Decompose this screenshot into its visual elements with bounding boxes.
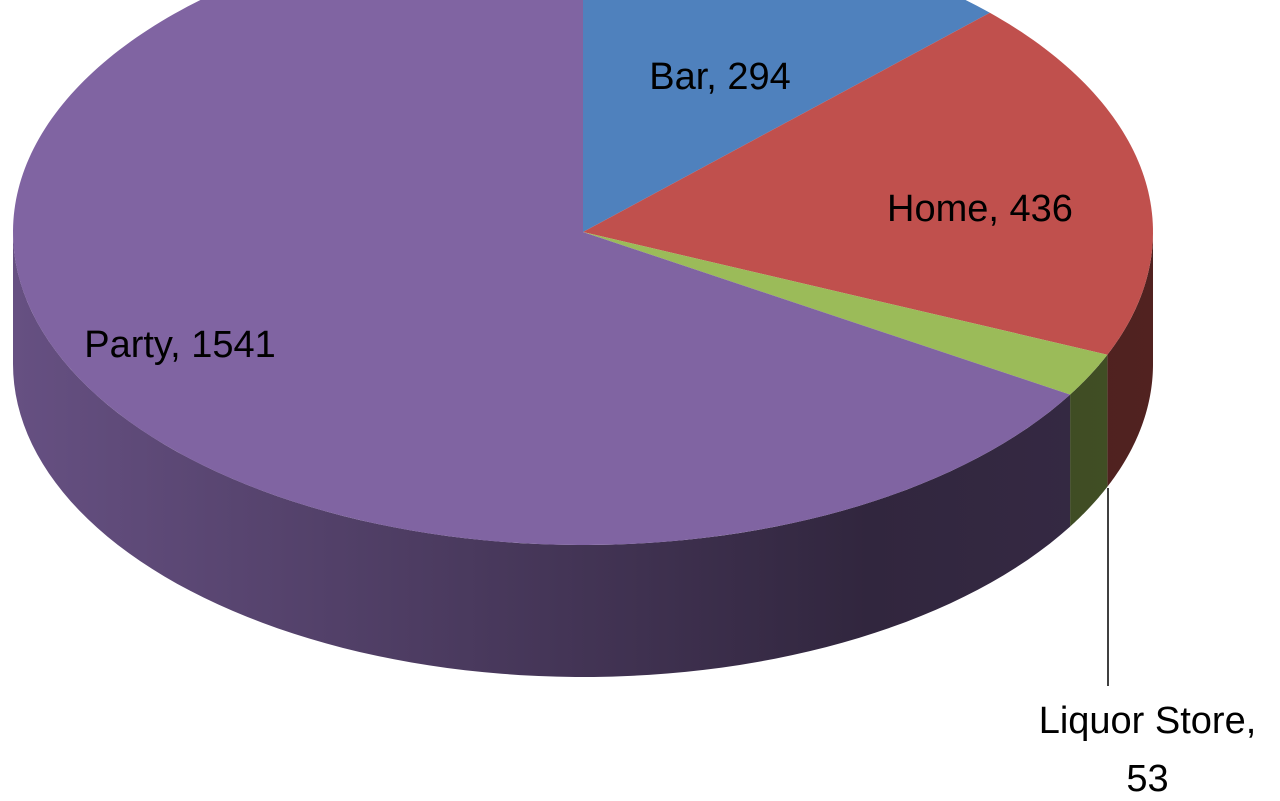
slice [13, 0, 1071, 545]
data-label: Home, 436 [887, 188, 1073, 230]
data-label: Liquor Store, 53 [1038, 700, 1257, 800]
slice [583, 12, 1153, 355]
slice-side [1070, 354, 1108, 527]
slice [583, 0, 990, 232]
slice [583, 232, 1108, 395]
data-label: Bar, 294 [649, 56, 791, 98]
data-label: Party, 1541 [84, 324, 276, 366]
slice-side [1107, 232, 1153, 487]
slice-side [13, 232, 1071, 677]
